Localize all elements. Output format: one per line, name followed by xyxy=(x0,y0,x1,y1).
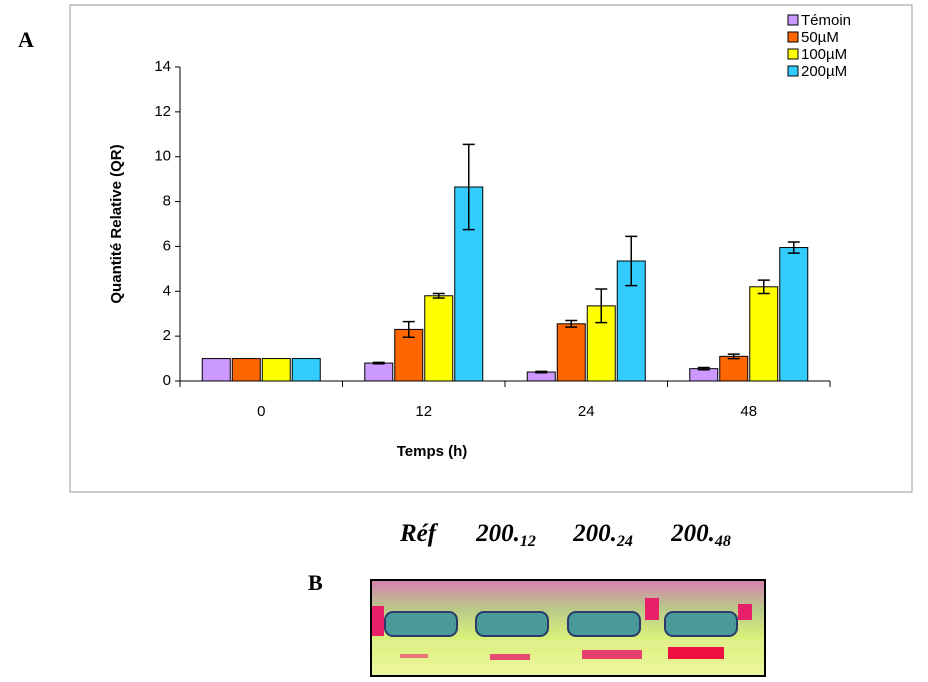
bar xyxy=(291,358,321,382)
lane-label-text: 200. xyxy=(475,520,520,547)
legend-swatch xyxy=(787,14,799,26)
gel-edge xyxy=(372,606,384,636)
bar xyxy=(779,247,809,382)
gel-spot xyxy=(582,650,642,659)
legend-label: 50µM xyxy=(801,29,839,46)
gel-well xyxy=(475,611,549,637)
gel-band xyxy=(372,640,764,648)
gel-spot xyxy=(490,654,530,660)
lane-label: Réf xyxy=(399,520,439,547)
error-bar xyxy=(697,366,710,371)
gel-edge xyxy=(738,604,752,620)
error-bar xyxy=(727,353,740,360)
legend-label: 200µM xyxy=(801,63,847,80)
panel-label: B xyxy=(308,570,323,595)
gel: B Réf 200.12 200.24 200.48 xyxy=(308,520,766,677)
y-tick-label: 0 xyxy=(163,372,171,389)
error-bar xyxy=(462,143,475,231)
bar xyxy=(231,358,261,382)
lane-label-sub: 24 xyxy=(616,533,633,550)
bar xyxy=(556,323,586,382)
y-tick-label: 12 xyxy=(154,103,171,120)
gel-edge xyxy=(645,598,659,620)
y-tick-label: 2 xyxy=(163,327,171,344)
error-bar xyxy=(625,235,638,287)
y-tick-label: 14 xyxy=(154,58,171,75)
legend-swatch xyxy=(787,31,799,43)
error-bar xyxy=(787,241,800,254)
gel-well xyxy=(664,611,738,637)
error-bar xyxy=(372,361,385,365)
bar xyxy=(261,358,291,382)
x-tick-label: 24 xyxy=(578,403,595,420)
bar xyxy=(719,355,749,382)
bar xyxy=(749,286,779,382)
y-tick-label: 8 xyxy=(163,193,171,210)
y-axis-title: Quantité Relative (QR) xyxy=(108,144,125,303)
legend-label: Témoin xyxy=(801,12,851,29)
lane-label-sub: 48 xyxy=(714,533,731,550)
bar xyxy=(424,295,454,382)
x-tick-label: 0 xyxy=(257,403,265,420)
lane-label: 200.48 xyxy=(670,520,731,550)
error-bar xyxy=(565,319,578,328)
error-bar xyxy=(432,292,445,299)
gel-well xyxy=(384,611,458,637)
lane-label: 200.12 xyxy=(475,520,536,550)
gel-spot xyxy=(668,647,724,659)
x-tick-label: 48 xyxy=(740,403,757,420)
lane-label-text: 200. xyxy=(670,520,715,547)
lane-label: 200.24 xyxy=(572,520,633,550)
error-bar xyxy=(402,320,415,339)
lane-label-text: 200. xyxy=(572,520,617,547)
y-tick-label: 10 xyxy=(154,148,171,165)
legend-swatch xyxy=(787,65,799,77)
x-tick-label: 12 xyxy=(415,403,432,420)
error-bar xyxy=(535,370,548,374)
x-axis-title: Temps (h) xyxy=(397,443,468,460)
bar xyxy=(364,362,394,382)
legend-label: 100µM xyxy=(801,46,847,63)
error-bar xyxy=(757,279,770,295)
error-bar xyxy=(595,288,608,324)
y-tick-label: 6 xyxy=(163,237,171,254)
gel-well xyxy=(567,611,641,637)
bar xyxy=(201,358,231,382)
panel-label: A xyxy=(18,27,34,52)
legend-swatch xyxy=(787,48,799,60)
chart-frame xyxy=(69,4,913,493)
lane-label-sub: 12 xyxy=(520,533,536,550)
y-tick-label: 4 xyxy=(163,282,171,299)
lane-label-text: Réf xyxy=(399,520,439,547)
gel-spot xyxy=(400,654,428,658)
